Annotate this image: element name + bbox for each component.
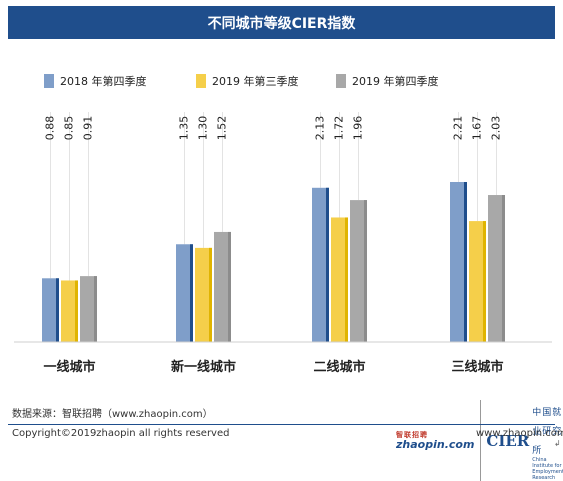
zhaopin-logo-cn: 智联招聘 [396, 430, 428, 439]
cier-logo-cn: 中国就业研究所 [532, 408, 563, 456]
bar-edge [209, 247, 212, 342]
bar [195, 247, 212, 342]
bar-value-label: 2.21 [452, 116, 465, 141]
legend-label: 2018 年第四季度 [60, 74, 147, 88]
footer-divider [8, 424, 555, 425]
bar-edge [364, 200, 367, 342]
zhaopin-logo: 智联招聘 zhaopin.com [396, 430, 475, 451]
bar [214, 231, 231, 342]
website-link[interactable]: www.zhaopin.com [476, 428, 563, 439]
bar-value-label: 1.72 [333, 116, 346, 141]
category-label: 新一线城市 [171, 359, 236, 375]
bar-edge [56, 278, 59, 342]
bar-value-label: 0.91 [82, 116, 95, 141]
category-label: 三线城市 [451, 359, 503, 375]
bar [80, 276, 97, 342]
bar-value-label: 1.67 [471, 116, 484, 141]
legend-swatch [44, 74, 54, 88]
legend-label: 2019 年第三季度 [212, 74, 299, 88]
bar-value-label: 0.88 [44, 116, 57, 141]
legend-label: 2019 年第四季度 [352, 74, 439, 88]
bar-edge [464, 181, 467, 342]
bar-edge [75, 280, 78, 342]
zhaopin-logo-en: zhaopin.com [396, 437, 475, 451]
bar [450, 181, 467, 342]
bar [176, 244, 193, 342]
chart-title: 不同城市等级CIER指数 [207, 15, 356, 32]
bar [331, 217, 348, 342]
cier-logo: CIER 中国就业研究所 China Institute for Employm… [480, 400, 563, 481]
bar [469, 221, 486, 342]
bar-value-label: 2.13 [314, 116, 327, 141]
bar-edge [345, 217, 348, 342]
bar [312, 187, 329, 342]
legend-swatch [336, 74, 346, 88]
bar-value-label: 0.85 [63, 116, 76, 141]
bar [42, 278, 59, 342]
data-source: 数据来源：智联招聘（www.zhaopin.com） [12, 409, 213, 420]
copyright: Copyright©2019zhaopin all rights reserve… [12, 428, 230, 439]
bar [61, 280, 78, 342]
bar-value-label: 1.52 [216, 116, 229, 141]
category-label: 一线城市 [43, 359, 95, 375]
bar-value-label: 1.30 [197, 116, 210, 141]
chart-title-banner: 不同城市等级CIER指数 [8, 6, 555, 39]
bar-chart: 2018 年第四季度 2019 年第三季度 2019 年第四季度 0.88 0.85 0.… [14, 74, 552, 375]
bar [488, 195, 505, 342]
bar-edge [228, 231, 231, 342]
bar-value-label: 2.03 [490, 116, 503, 141]
corner-mark: ↲ [554, 439, 561, 448]
bar-value-label: 1.35 [178, 116, 191, 141]
bar-value-label: 1.96 [352, 116, 365, 141]
bar-edge [326, 187, 329, 342]
bar-edge [190, 244, 193, 342]
category-label: 二线城市 [313, 359, 365, 375]
cier-logo-mark: CIER [486, 431, 530, 450]
bar-edge [483, 221, 486, 342]
bar [350, 200, 367, 342]
logos: 智联招聘 zhaopin.com CIER 中国就业研究所 China Inst… [396, 400, 563, 481]
bar-edge [502, 195, 505, 342]
legend-swatch [196, 74, 206, 88]
cier-logo-en: China Institute for Employment Research [532, 457, 563, 481]
bar-edge [94, 276, 97, 342]
